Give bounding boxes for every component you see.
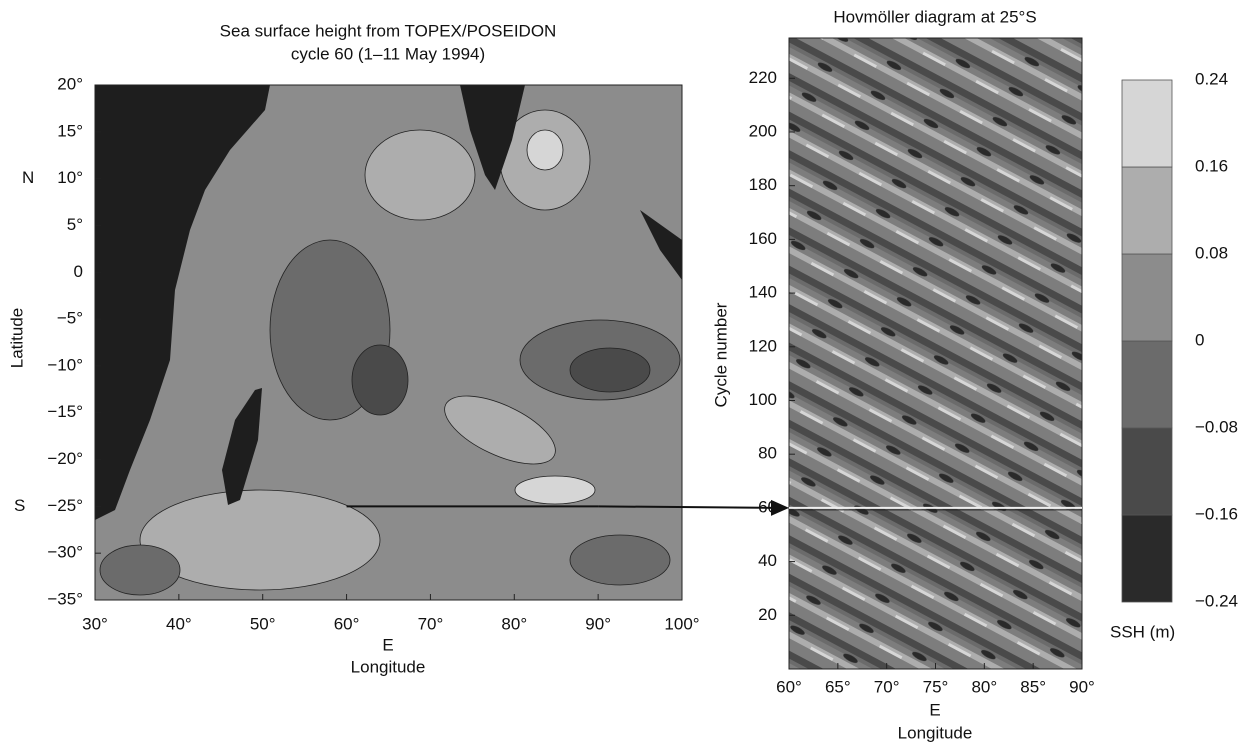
land: [95, 85, 270, 520]
y-tick-label: 200: [749, 121, 777, 140]
x-tick-label: 100°: [664, 614, 699, 633]
x-unit: E: [929, 700, 940, 719]
north-label: N: [22, 168, 34, 187]
x-tick-label: 60°: [334, 614, 360, 633]
x-unit: E: [382, 635, 393, 654]
y-tick-label: −25°: [47, 496, 83, 515]
y-tick-label: 40: [758, 551, 777, 570]
colorbar-tick-label: 0.08: [1195, 243, 1228, 262]
map-subtitle: cycle 60 (1–11 May 1994): [291, 44, 485, 63]
y-tick-label: 0: [74, 262, 83, 281]
x-axis-label: Longitude: [898, 723, 973, 742]
y-tick-label: 220: [749, 68, 777, 87]
y-tick-label: −35°: [47, 589, 83, 608]
x-tick-label: 50°: [250, 614, 276, 633]
y-tick-label: −20°: [47, 449, 83, 468]
y-tick-label: 10°: [57, 168, 83, 187]
x-tick-label: 80°: [501, 614, 527, 633]
x-tick-label: 80°: [971, 677, 997, 696]
x-tick-label: 30°: [82, 614, 108, 633]
x-tick-label: 70°: [874, 677, 900, 696]
colorbar-segment: [1121, 514, 1173, 603]
colorbar-segment: [1121, 427, 1173, 516]
colorbar-tick-label: −0.08: [1195, 417, 1238, 436]
y-tick-label: −15°: [47, 402, 83, 421]
ssh-field: [95, 85, 682, 600]
y-tick-label: 80: [758, 444, 777, 463]
x-tick-label: 40°: [166, 614, 192, 633]
y-axis-label: Latitude: [7, 308, 26, 369]
colorbar-segment: [1121, 253, 1173, 342]
y-tick-label: 160: [749, 229, 777, 248]
y-tick-label: 20°: [57, 74, 83, 93]
x-tick-label: 70°: [418, 614, 444, 633]
y-tick-label: 100: [749, 390, 777, 409]
colorbar-tick-label: −0.16: [1195, 504, 1238, 523]
x-tick-label: 90°: [1069, 677, 1095, 696]
x-axis-label: Longitude: [351, 657, 426, 676]
colorbar-tick-label: 0.16: [1195, 156, 1228, 175]
y-axis-label: Cycle number: [711, 302, 730, 407]
colorbar-label: SSH (m): [1110, 622, 1175, 641]
x-tick-label: 85°: [1020, 677, 1046, 696]
land: [222, 388, 262, 505]
x-tick-label: 65°: [825, 677, 851, 696]
y-tick-label: 5°: [67, 215, 83, 234]
colorbar-segment: [1121, 166, 1173, 255]
x-tick-label: 90°: [585, 614, 611, 633]
hovmoller-field: [789, 38, 1082, 669]
land: [640, 210, 682, 280]
y-tick-label: 20: [758, 605, 777, 624]
y-tick-label: 180: [749, 175, 777, 194]
y-tick-label: −30°: [47, 543, 83, 562]
map-frame: [94, 84, 683, 601]
y-tick-label: −10°: [47, 355, 83, 374]
south-label: S: [14, 496, 25, 515]
y-tick-label: 120: [749, 336, 777, 355]
colorbar-tick-label: 0.24: [1195, 69, 1228, 88]
arrow-line: [598, 505, 776, 509]
x-tick-label: 60°: [776, 677, 802, 696]
x-tick-label: 75°: [923, 677, 949, 696]
y-tick-label: 15°: [57, 121, 83, 140]
y-tick-label: 140: [749, 283, 777, 302]
colorbar-tick-label: 0: [1195, 330, 1204, 349]
colorbar-segment: [1121, 340, 1173, 429]
map-title: Sea surface height from TOPEX/POSEIDON: [220, 21, 557, 40]
land: [460, 85, 525, 190]
y-tick-label: −5°: [57, 309, 83, 328]
hovmoller-title: Hovmöller diagram at 25°S: [833, 7, 1036, 26]
arrow-head: [771, 499, 789, 516]
colorbar-segment: [1121, 79, 1173, 168]
colorbar-tick-label: −0.24: [1195, 591, 1238, 610]
